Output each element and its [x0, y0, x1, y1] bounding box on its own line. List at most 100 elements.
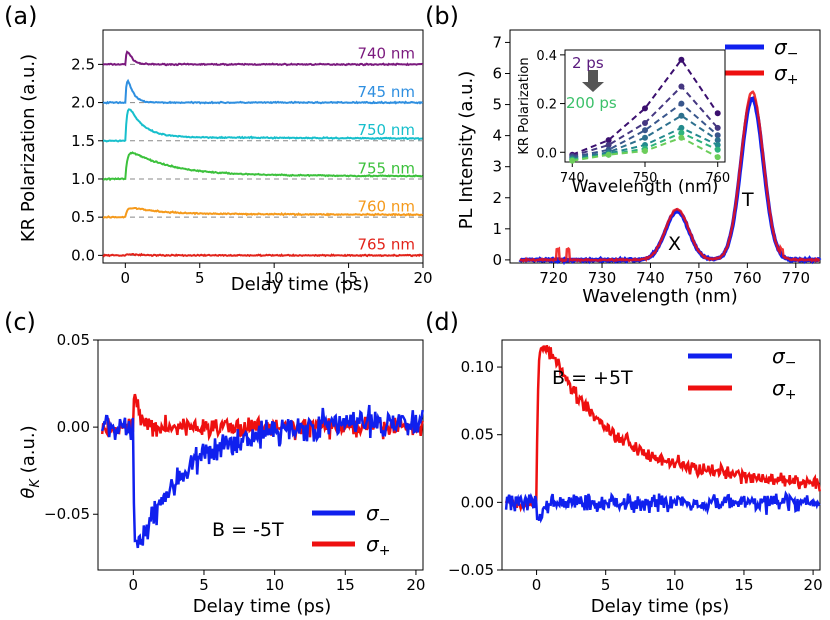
- panel-a-trace-label: 740 nm: [357, 45, 415, 63]
- panel-b-ytick-label: 2: [492, 189, 502, 207]
- panel-a-trace-label: 750 nm: [357, 121, 415, 139]
- panel-a-trace: [102, 207, 424, 219]
- inset-xtick-label: 760: [705, 171, 730, 186]
- legend-b-sigma-plus: σ+: [774, 61, 798, 88]
- panel-d-legend: σ− σ+: [688, 344, 796, 403]
- inset-ytick-label: 0.4: [536, 49, 557, 64]
- panel-d-xtick-label: 20: [804, 576, 823, 594]
- inset-point: [678, 83, 685, 90]
- panel-label-a: (a): [4, 2, 37, 30]
- panel-c-xtick-label: 5: [199, 576, 209, 594]
- panel-c-xtick-label: 10: [265, 576, 284, 594]
- panel-b-xtick-label: 730: [588, 269, 617, 287]
- peak-label-x: X: [668, 233, 681, 255]
- inset-ylabel: KR Polarization: [517, 57, 532, 154]
- panel-b-xtick-label: 740: [636, 269, 665, 287]
- panel-b-frame: [509, 29, 821, 264]
- panel-a-trace-label: 760 nm: [357, 198, 415, 216]
- panel-a-xtick-label: 20: [413, 269, 432, 287]
- inset-point: [678, 134, 685, 141]
- panel-d-xtick-label: 15: [734, 576, 753, 594]
- panel-b-xtick-label: 750: [685, 269, 714, 287]
- panel-a-trace: [102, 78, 423, 105]
- panel-a-ytick-label: 1.0: [71, 170, 95, 188]
- inset-point: [605, 142, 612, 148]
- inset-point: [678, 56, 685, 63]
- panel-c-xlabel: Delay time (ps): [193, 596, 332, 617]
- panel-a-xtick-label: 10: [265, 269, 284, 287]
- panel-c-ytick-label: 0.05: [57, 331, 90, 349]
- panel-a-trace: [102, 252, 424, 258]
- panel-a-trace: [102, 50, 424, 67]
- inset-time-arrow: [582, 70, 604, 92]
- inset-point: [642, 127, 648, 134]
- inset-point: [642, 134, 648, 141]
- panel-a-xtick-label: 0: [121, 269, 131, 287]
- panel-b-ytick-label: 7: [492, 33, 502, 51]
- panel-a-ytick-label: 0.5: [71, 208, 95, 226]
- panel-a-trace: [102, 151, 424, 182]
- panel-d-ytick-label: 0.05: [461, 426, 494, 444]
- inset-point: [569, 157, 576, 164]
- panel-b-ylabel: PL Intensity (a.u.): [456, 71, 477, 230]
- panel-a-xtick-label: 5: [195, 269, 205, 287]
- panel-b-ytick-label: 1: [492, 220, 502, 238]
- panel-c-frame: [97, 339, 424, 571]
- panel-a-trace-label: 755 nm: [357, 159, 415, 177]
- panel-a-ytick-label: 2.5: [71, 55, 95, 73]
- inset-point: [605, 151, 612, 158]
- panel-b-inset: 740 750 760 0.0 0.2 0.4 KR Polarization Wavel…: [517, 49, 730, 197]
- inset-xtick-label: 750: [633, 171, 658, 186]
- panel-d-xtick-label: 10: [665, 576, 684, 594]
- inset-point: [714, 146, 721, 153]
- inset-point: [642, 148, 648, 154]
- panel-b-ytick-label: 6: [492, 64, 502, 82]
- peak-label-t: T: [741, 189, 754, 211]
- inset-point: [678, 124, 685, 131]
- legend-d-sigma-plus: σ+: [772, 376, 796, 403]
- panel-b-trace: [519, 90, 820, 263]
- inset-point: [714, 137, 721, 144]
- panel-d-ytick-label: 0.00: [461, 493, 494, 511]
- panel-a-ytick-label: 2.0: [71, 94, 95, 112]
- inset-series: [572, 102, 719, 159]
- panel-label-c: (c): [4, 308, 36, 336]
- panel-a-frame: [102, 29, 424, 264]
- panel-c-field: B = -5T: [212, 519, 284, 541]
- panel-b: Wavelength (nm) PL Intensity (a.u.) 720 7…: [456, 29, 822, 307]
- panel-d: Delay time (ps) 0 5 10 15 20 −0.05 0.00 0.05 0.1…: [448, 339, 823, 617]
- panel-d-field: B = +5T: [552, 367, 633, 389]
- panel-b-legend: σ− σ+: [725, 35, 798, 88]
- panel-d-xtick-label: 5: [601, 576, 611, 594]
- inset-point: [642, 120, 648, 126]
- inset-point: [714, 132, 721, 139]
- panel-b-xtick-label: 770: [781, 269, 810, 287]
- panel-c-trace: [100, 404, 424, 549]
- panel-c-ylabel: θK (a.u.): [18, 425, 43, 498]
- panel-b-ytick-label: 0: [492, 251, 502, 269]
- panel-b-xtick-label: 720: [539, 269, 568, 287]
- panel-b-ytick-label: 4: [492, 127, 502, 145]
- inset-xtick-label: 740: [560, 171, 585, 186]
- panel-c-ytick-label: −0.05: [44, 505, 90, 523]
- inset-point: [678, 112, 685, 119]
- inset-ytick-label: 0.2: [536, 98, 557, 113]
- panel-a-trace-label: 745 nm: [357, 83, 415, 101]
- panel-b-ytick-label: 5: [492, 96, 502, 114]
- panel-c-ytick-label: 0.00: [57, 418, 90, 436]
- panel-d-ytick-label: 0.10: [461, 358, 494, 376]
- panel-label-b: (b): [425, 2, 459, 30]
- panel-a-trace-label: 765 nm: [357, 236, 415, 254]
- inset-point: [714, 142, 721, 148]
- inset-point: [678, 129, 685, 136]
- panel-a-ytick-label: 0.0: [71, 246, 95, 264]
- inset-arrow-end-label: 200 ps: [566, 94, 617, 112]
- legend-b-sigma-minus: σ−: [774, 35, 798, 62]
- inset-point: [678, 100, 685, 107]
- panel-b-xlabel: Wavelength (nm): [582, 286, 738, 307]
- panel-a-ylabel: KR Polarization (a.u.): [18, 54, 39, 242]
- inset-series: [572, 114, 719, 160]
- panel-b-xtick-label: 760: [733, 269, 762, 287]
- panel-d-trace: [504, 490, 821, 524]
